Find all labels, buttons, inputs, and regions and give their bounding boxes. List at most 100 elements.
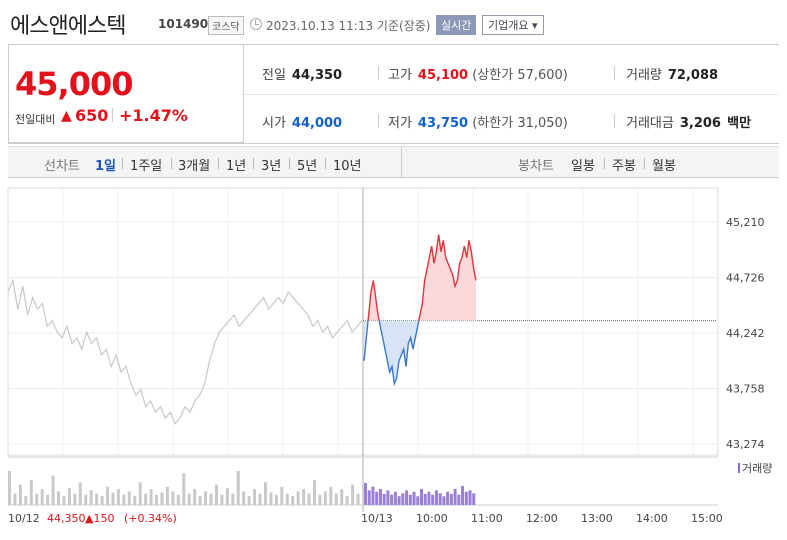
volume-bar-prev bbox=[253, 489, 257, 505]
row-divider bbox=[244, 94, 779, 95]
tab-3y[interactable]: 3년 bbox=[261, 159, 282, 174]
volume-bar-prev bbox=[198, 495, 202, 505]
volume-bar-prev bbox=[345, 495, 349, 505]
clock-icon bbox=[250, 18, 262, 30]
volume-bar-today bbox=[461, 485, 465, 505]
volume-bar-today bbox=[457, 494, 461, 505]
volume-bar-prev bbox=[133, 495, 137, 505]
volume-bar-today bbox=[367, 490, 371, 505]
prev-day-close: 44,350 bbox=[47, 512, 86, 525]
volume-bar-prev bbox=[149, 489, 153, 505]
divider bbox=[644, 158, 645, 169]
volume-bar-today bbox=[423, 494, 427, 505]
volume-bar-prev bbox=[57, 491, 61, 505]
volume-bar-prev bbox=[182, 473, 186, 505]
current-price: 45,000 bbox=[15, 65, 133, 103]
volume-bar-prev bbox=[280, 486, 284, 505]
divider bbox=[253, 158, 254, 169]
down-area bbox=[364, 320, 476, 384]
volume-bar-prev bbox=[13, 493, 17, 505]
prev-close-label: 전일 bbox=[262, 68, 286, 83]
y-tick-label: 43,758 bbox=[726, 383, 765, 396]
prev-close: 전일 44,350 bbox=[262, 64, 342, 83]
volume-bar-today bbox=[408, 494, 412, 505]
volume-bar-prev bbox=[269, 492, 273, 505]
volume-bar-prev bbox=[340, 489, 344, 505]
volume-bar-prev bbox=[18, 484, 22, 505]
high-label: 고가 bbox=[388, 68, 412, 83]
volume-bar-prev bbox=[127, 491, 131, 505]
volume-bar-prev bbox=[40, 489, 44, 505]
tab-1d[interactable]: 1일 bbox=[95, 159, 117, 174]
volume-bar-prev bbox=[187, 493, 191, 505]
divider bbox=[289, 158, 290, 169]
volume-bar-prev bbox=[263, 482, 267, 505]
volume-bar-prev bbox=[236, 471, 240, 505]
volume-bar-prev bbox=[296, 491, 300, 505]
today-line-down bbox=[363, 320, 420, 387]
volume-bar-prev bbox=[242, 491, 246, 505]
change-value: 650 bbox=[75, 106, 109, 125]
volume-label: 거래량 bbox=[742, 462, 772, 475]
volume-bar-today bbox=[375, 491, 379, 505]
tab-5y[interactable]: 5년 bbox=[297, 159, 318, 174]
volume-bar-today bbox=[390, 494, 394, 505]
volume-label: 거래량 bbox=[626, 68, 662, 83]
company-overview-button[interactable]: 기업개요 ▾ bbox=[482, 15, 544, 35]
prev-day-change: ▲150 bbox=[85, 512, 114, 525]
prev-day-line bbox=[7, 278, 363, 425]
amount-value: 3,206 bbox=[679, 116, 721, 131]
volume-bar-prev bbox=[329, 486, 333, 505]
volume-bar-today bbox=[412, 491, 416, 505]
high-value: 45,100 bbox=[417, 68, 469, 83]
volume-bar-prev bbox=[106, 486, 110, 505]
volume-bar-prev bbox=[29, 480, 33, 505]
open-label: 시가 bbox=[262, 116, 286, 131]
volume-bar-today bbox=[405, 490, 409, 505]
volume: 거래량 72,088 bbox=[626, 64, 718, 83]
divider bbox=[378, 66, 379, 80]
volume-bar-prev bbox=[209, 493, 213, 505]
volume-bar-prev bbox=[116, 489, 120, 505]
chart-tabbar: 선차트 1일 1주일 3개월 1년 3년 5년 10년 봉차트 일봉 주봉 월봉 bbox=[8, 146, 779, 178]
volume-bar-today bbox=[438, 493, 442, 505]
volume-bar-prev bbox=[67, 488, 71, 505]
tab-3m[interactable]: 3개월 bbox=[178, 159, 211, 174]
volume-bar-today bbox=[442, 496, 446, 505]
volume-bar-prev bbox=[204, 491, 208, 505]
volume-bar-prev bbox=[46, 494, 50, 505]
stock-header: 에스앤에스텍 101490 코스닥 2023.10.13 11:13 기준(장중… bbox=[0, 0, 787, 42]
open-value: 44,000 bbox=[291, 116, 343, 131]
tab-daily[interactable]: 일봉 bbox=[571, 159, 595, 174]
volume-bar-today bbox=[401, 493, 405, 505]
price-cell: 45,000 전일대비 ▲ 650 +1.47% bbox=[8, 45, 244, 143]
high-price: 고가 45,100 (상한가 57,600) bbox=[388, 64, 568, 83]
volume-bar-prev bbox=[35, 493, 39, 505]
tab-10y[interactable]: 10년 bbox=[333, 159, 362, 174]
divider bbox=[325, 158, 326, 169]
x-tick-label: 12:00 bbox=[526, 512, 558, 525]
prev-day-date: 10/12 bbox=[8, 512, 40, 525]
open-price: 시가 44,000 bbox=[262, 112, 342, 131]
volume-bar-prev bbox=[73, 493, 77, 505]
tab-1y[interactable]: 1년 bbox=[226, 159, 247, 174]
divider bbox=[614, 66, 615, 80]
divider bbox=[122, 158, 123, 169]
prev-day-percent: (+0.34%) bbox=[124, 512, 177, 525]
y-tick-label: 44,726 bbox=[726, 272, 765, 285]
volume-bar-today bbox=[378, 488, 382, 505]
up-area bbox=[364, 234, 476, 321]
realtime-button[interactable]: 실시간 bbox=[436, 15, 477, 35]
volume-bar-prev bbox=[291, 495, 295, 505]
tab-monthly[interactable]: 월봉 bbox=[652, 159, 676, 174]
volume-bar-today bbox=[472, 493, 476, 505]
x-tick-label: 10:00 bbox=[416, 512, 448, 525]
volume-bar-today bbox=[468, 490, 472, 505]
volume-bar-today bbox=[431, 494, 435, 505]
volume-bar-prev bbox=[274, 494, 278, 505]
up-arrow-icon: ▲ bbox=[61, 108, 72, 124]
tab-1w[interactable]: 1주일 bbox=[130, 159, 163, 174]
divider bbox=[614, 114, 615, 128]
tab-weekly[interactable]: 주봉 bbox=[612, 159, 636, 174]
